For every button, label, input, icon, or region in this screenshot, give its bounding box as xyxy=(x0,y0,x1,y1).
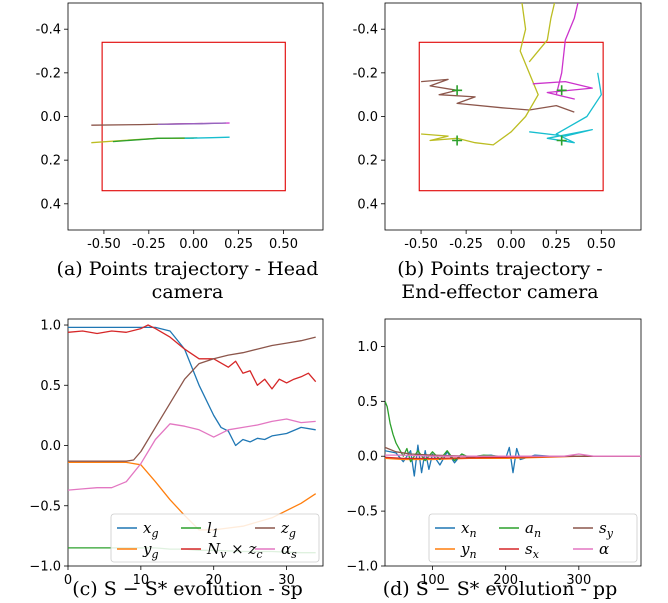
x-tick-label-b: -0.50 xyxy=(404,237,438,252)
legend-label-d-0: xn xyxy=(461,519,477,540)
legend-label-c-3: Nv × zc xyxy=(206,540,263,561)
y-tick-label-c: 0.0 xyxy=(40,439,61,454)
y-tick-label-a: -0.4 xyxy=(36,23,61,38)
y-tick-label-d: 0.5 xyxy=(357,395,378,410)
x-tick-label-a: -0.50 xyxy=(87,237,121,252)
image-bounds-rect-b xyxy=(418,41,604,192)
series-line-b-2 xyxy=(532,3,593,100)
series-line-c-4 xyxy=(68,336,316,462)
y-tick-label-b: 0.4 xyxy=(357,197,378,212)
y-tick-label-b: 0.2 xyxy=(357,154,378,169)
x-tick-label-b: 0.00 xyxy=(497,237,526,252)
series-group-a xyxy=(91,41,286,192)
legend-box-d xyxy=(428,513,638,563)
y-tick-label-a: 0.0 xyxy=(40,110,61,125)
target-marker-b-3 xyxy=(556,135,567,146)
axes-frame-d xyxy=(384,318,642,567)
x-tick-label-a: 0.25 xyxy=(224,237,253,252)
series-line-d-0 xyxy=(385,444,641,477)
y-tick-label-d: −1.0 xyxy=(346,560,378,575)
x-tick-label-b: -0.25 xyxy=(449,237,483,252)
x-tick-label-a: 0.50 xyxy=(269,237,298,252)
caption-a-line1: (a) Points trajectory - Head xyxy=(56,258,319,280)
y-tick-label-b: -0.4 xyxy=(353,23,378,38)
x-tick-label-b: 0.25 xyxy=(542,237,571,252)
y-tick-label-c: 0.5 xyxy=(40,379,61,394)
caption-d: (d) S − S* evolution - pp xyxy=(382,578,618,600)
y-tick-label-a: 0.2 xyxy=(40,154,61,169)
caption-a-line2: camera xyxy=(151,281,224,303)
x-tick-label-c: 0 xyxy=(64,573,72,588)
y-tick-label-c: −1.0 xyxy=(29,560,61,575)
image-bounds-rect-a xyxy=(101,41,286,192)
axes-frame-c xyxy=(67,318,324,567)
legend-label-c-1: yg xyxy=(142,540,159,561)
y-tick-label-a: -0.2 xyxy=(36,66,61,81)
plot-a: -0.50 -0.25 0.00 0.25 0.50 -0.4 -0.2 0.0 0.2 0.4 xyxy=(36,2,324,252)
legend-label-c-2: l1 xyxy=(207,519,219,540)
y-tick-label-d: 0.0 xyxy=(357,450,378,465)
legend-box-c xyxy=(110,513,320,563)
caption-a: (a) Points trajectory - Head camera xyxy=(40,258,335,304)
x-tick-label-d: 300 xyxy=(566,573,591,588)
target-marker-b-2 xyxy=(452,135,463,146)
series-line-b-0 xyxy=(421,78,575,113)
y-tick-label-c: 1.0 xyxy=(40,319,61,334)
series-line-d-4 xyxy=(385,446,641,457)
x-tick-label-b: 0.50 xyxy=(587,237,616,252)
legend-label-d-2: an xyxy=(525,519,541,540)
caption-b: (b) Points trajectory - End-effector cam… xyxy=(350,258,650,304)
series-line-b-3 xyxy=(529,72,602,144)
target-marker-b-1 xyxy=(556,85,567,96)
x-tick-label-d: 100 xyxy=(420,573,445,588)
series-line-b-4 xyxy=(528,3,556,63)
y-tick-label-a: 0.4 xyxy=(40,197,61,212)
legend-label-c-5: αs xyxy=(281,540,297,561)
series-line-d-5 xyxy=(385,453,641,457)
legend-label-c-0: xg xyxy=(143,519,159,540)
series-line-c-0 xyxy=(68,326,316,447)
series-line-c-3 xyxy=(68,324,317,390)
series-line-a-3 xyxy=(112,137,198,143)
series-line-b-1 xyxy=(421,3,539,146)
series-line-a-5 xyxy=(157,122,227,126)
legend-label-c-4: zg xyxy=(280,519,296,540)
series-line-c-5 xyxy=(68,418,316,491)
legend-label-d-5: α xyxy=(599,540,609,558)
x-tick-label-d: 200 xyxy=(493,573,518,588)
caption-b-line2: End-effector camera xyxy=(401,281,599,303)
series-line-d-2 xyxy=(385,401,641,463)
series-group-b xyxy=(418,3,604,192)
legend-label-d-4: sy xyxy=(599,519,614,540)
y-tick-label-d: 1.0 xyxy=(357,340,378,355)
x-tick-label-c: 30 xyxy=(278,573,295,588)
y-tick-label-c: −0.5 xyxy=(29,499,61,514)
y-tick-label-d: −0.5 xyxy=(346,505,378,520)
target-marker-b-0 xyxy=(452,85,463,96)
series-line-a-4 xyxy=(184,136,230,139)
x-tick-label-a: 0.00 xyxy=(179,237,208,252)
caption-c: (c) S − S* evolution - sp xyxy=(72,578,303,600)
legend-label-d-1: yn xyxy=(460,540,477,561)
x-tick-label-c: 20 xyxy=(205,573,222,588)
caption-b-line1: (b) Points trajectory - xyxy=(397,258,603,280)
y-tick-label-b: 0.0 xyxy=(357,110,378,125)
y-tick-label-b: -0.2 xyxy=(353,66,378,81)
plot-b: -0.50 -0.25 0.00 0.25 0.50 -0.4 -0.2 0.0 0.2 0.4 xyxy=(353,2,642,252)
series-group-d xyxy=(385,401,641,477)
legend-label-d-3: sx xyxy=(525,540,540,561)
x-tick-label-a: -0.25 xyxy=(132,237,166,252)
x-tick-label-c: 10 xyxy=(133,573,150,588)
